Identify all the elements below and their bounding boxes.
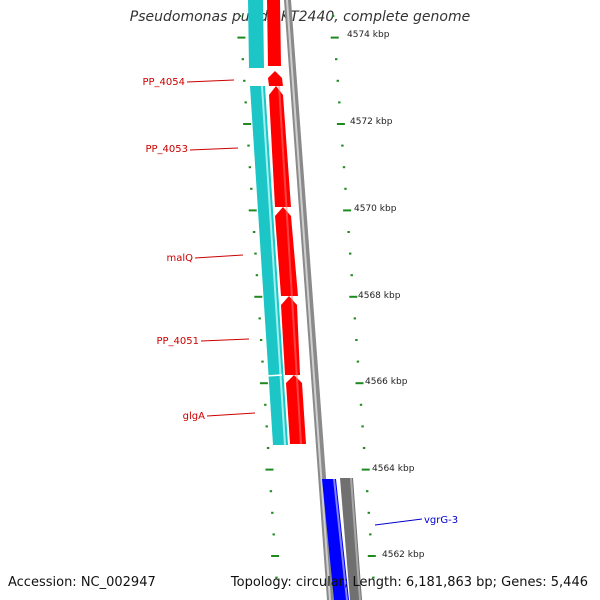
gene-arrow-pp4054 xyxy=(268,71,283,86)
right-tick-mark xyxy=(336,123,345,125)
right-tick-mark xyxy=(356,360,360,363)
scale-label-4574: 4574 kbp xyxy=(347,30,390,40)
cyan-track-shine xyxy=(261,86,286,445)
gene-block-vgrg3 xyxy=(322,479,349,600)
scale-label-4570: 4570 kbp xyxy=(354,204,397,214)
map-title: Pseudomonas putida KT2440, complete geno… xyxy=(129,9,471,25)
gene-arrow-shine xyxy=(278,86,302,444)
left-tick-mark xyxy=(254,252,257,255)
right-tick-mark xyxy=(338,101,341,104)
left-tick-mark xyxy=(266,447,270,449)
cyan-track-split xyxy=(265,374,283,377)
right-tick-mark xyxy=(366,490,369,493)
left-tick-mark xyxy=(271,555,280,557)
left-tick-mark xyxy=(254,295,263,298)
right-tick-column xyxy=(330,15,376,579)
gene-arrow-malq xyxy=(275,207,298,296)
right-tick-mark xyxy=(367,555,376,557)
scale-label-4564: 4564 kbp xyxy=(372,464,415,474)
left-tick-mark xyxy=(259,382,268,385)
right-tick-mark xyxy=(367,511,370,514)
leader-vgrg3 xyxy=(374,518,423,526)
right-tick-mark xyxy=(362,447,366,449)
leader-glga xyxy=(206,412,256,417)
right-tick-mark xyxy=(355,339,358,341)
right-tick-mark xyxy=(342,166,346,169)
scale-label-4566: 4566 kbp xyxy=(365,377,408,387)
right-tick-mark xyxy=(330,36,339,39)
right-tick-mark xyxy=(353,317,356,320)
right-tick-mark xyxy=(359,403,363,406)
left-tick-column xyxy=(237,15,280,579)
right-tick-mark xyxy=(331,15,335,17)
left-tick-mark xyxy=(248,209,257,212)
left-tick-mark xyxy=(247,144,250,147)
right-tick-mark xyxy=(349,252,352,255)
right-tick-mark xyxy=(361,425,364,428)
gene-arrow-top xyxy=(267,0,281,66)
left-tick-mark xyxy=(258,317,261,320)
gene-label-vgrg3: vgrG-3 xyxy=(424,515,458,526)
left-tick-mark xyxy=(238,15,242,17)
left-tick-mark xyxy=(265,468,274,471)
genome-backbone-highlight xyxy=(286,0,331,600)
accession-text: Accession: NC_002947 xyxy=(8,575,156,590)
right-tick-mark xyxy=(350,274,353,277)
gene-label-malq: malQ xyxy=(166,253,193,264)
right-tick-mark xyxy=(335,58,338,61)
left-tick-mark xyxy=(275,576,278,579)
left-tick-mark xyxy=(265,425,268,428)
gene-block-gray xyxy=(340,478,362,600)
right-tick-mark xyxy=(347,231,350,233)
left-tick-mark xyxy=(272,533,275,536)
left-tick-mark xyxy=(269,490,273,493)
left-tick-mark xyxy=(250,187,253,190)
right-tick-mark xyxy=(361,468,370,471)
scale-label-4562: 4562 kbp xyxy=(382,550,425,560)
right-tick-mark xyxy=(336,79,339,82)
left-tick-mark xyxy=(252,231,256,233)
leader-pp4051 xyxy=(200,338,250,342)
left-tick-mark xyxy=(255,274,259,277)
left-tick-mark xyxy=(259,339,263,341)
gene-block-vgrg3-shine xyxy=(333,479,348,600)
right-tick-mark xyxy=(341,144,344,147)
leader-malq xyxy=(194,254,244,259)
left-tick-mark xyxy=(261,360,264,363)
left-tick-mark xyxy=(243,79,246,82)
gene-labels: PP_4054 PP_4053 malQ PP_4051 glgA vgrG-3 xyxy=(142,77,458,526)
gene-label-pp4051: PP_4051 xyxy=(156,336,199,347)
gene-label-pp4054: PP_4054 xyxy=(142,77,185,88)
left-tick-mark xyxy=(248,166,252,169)
gene-label-glga: glgA xyxy=(183,411,205,422)
scale-label-4572: 4572 kbp xyxy=(350,117,393,127)
leader-pp4054 xyxy=(186,79,235,83)
right-tick-mark xyxy=(343,209,352,212)
left-tick-mark xyxy=(244,101,247,104)
left-tick-mark xyxy=(241,58,244,61)
left-tick-mark xyxy=(264,403,267,406)
gene-arrow-glga xyxy=(286,375,306,444)
left-tick-mark xyxy=(243,123,252,125)
leader-pp4053 xyxy=(189,147,239,151)
gene-arrow-pp4051 xyxy=(281,296,300,375)
scale-labels: 4574 kbp 4572 kbp 4570 kbp 4568 kbp 4566… xyxy=(347,30,425,560)
right-tick-mark xyxy=(344,187,347,190)
gene-label-pp4053: PP_4053 xyxy=(145,144,188,155)
gene-block-gray-shine xyxy=(350,478,361,600)
scale-label-4568: 4568 kbp xyxy=(358,291,401,301)
left-tick-mark xyxy=(271,511,274,514)
right-tick-mark xyxy=(355,382,364,385)
left-tick-mark xyxy=(237,36,246,39)
cyan-track-top xyxy=(248,0,264,68)
right-tick-mark xyxy=(372,576,375,579)
right-tick-mark xyxy=(369,533,372,536)
topology-text: Topology: circular; Length: 6,181,863 bp… xyxy=(230,575,588,590)
right-tick-mark xyxy=(349,295,358,298)
